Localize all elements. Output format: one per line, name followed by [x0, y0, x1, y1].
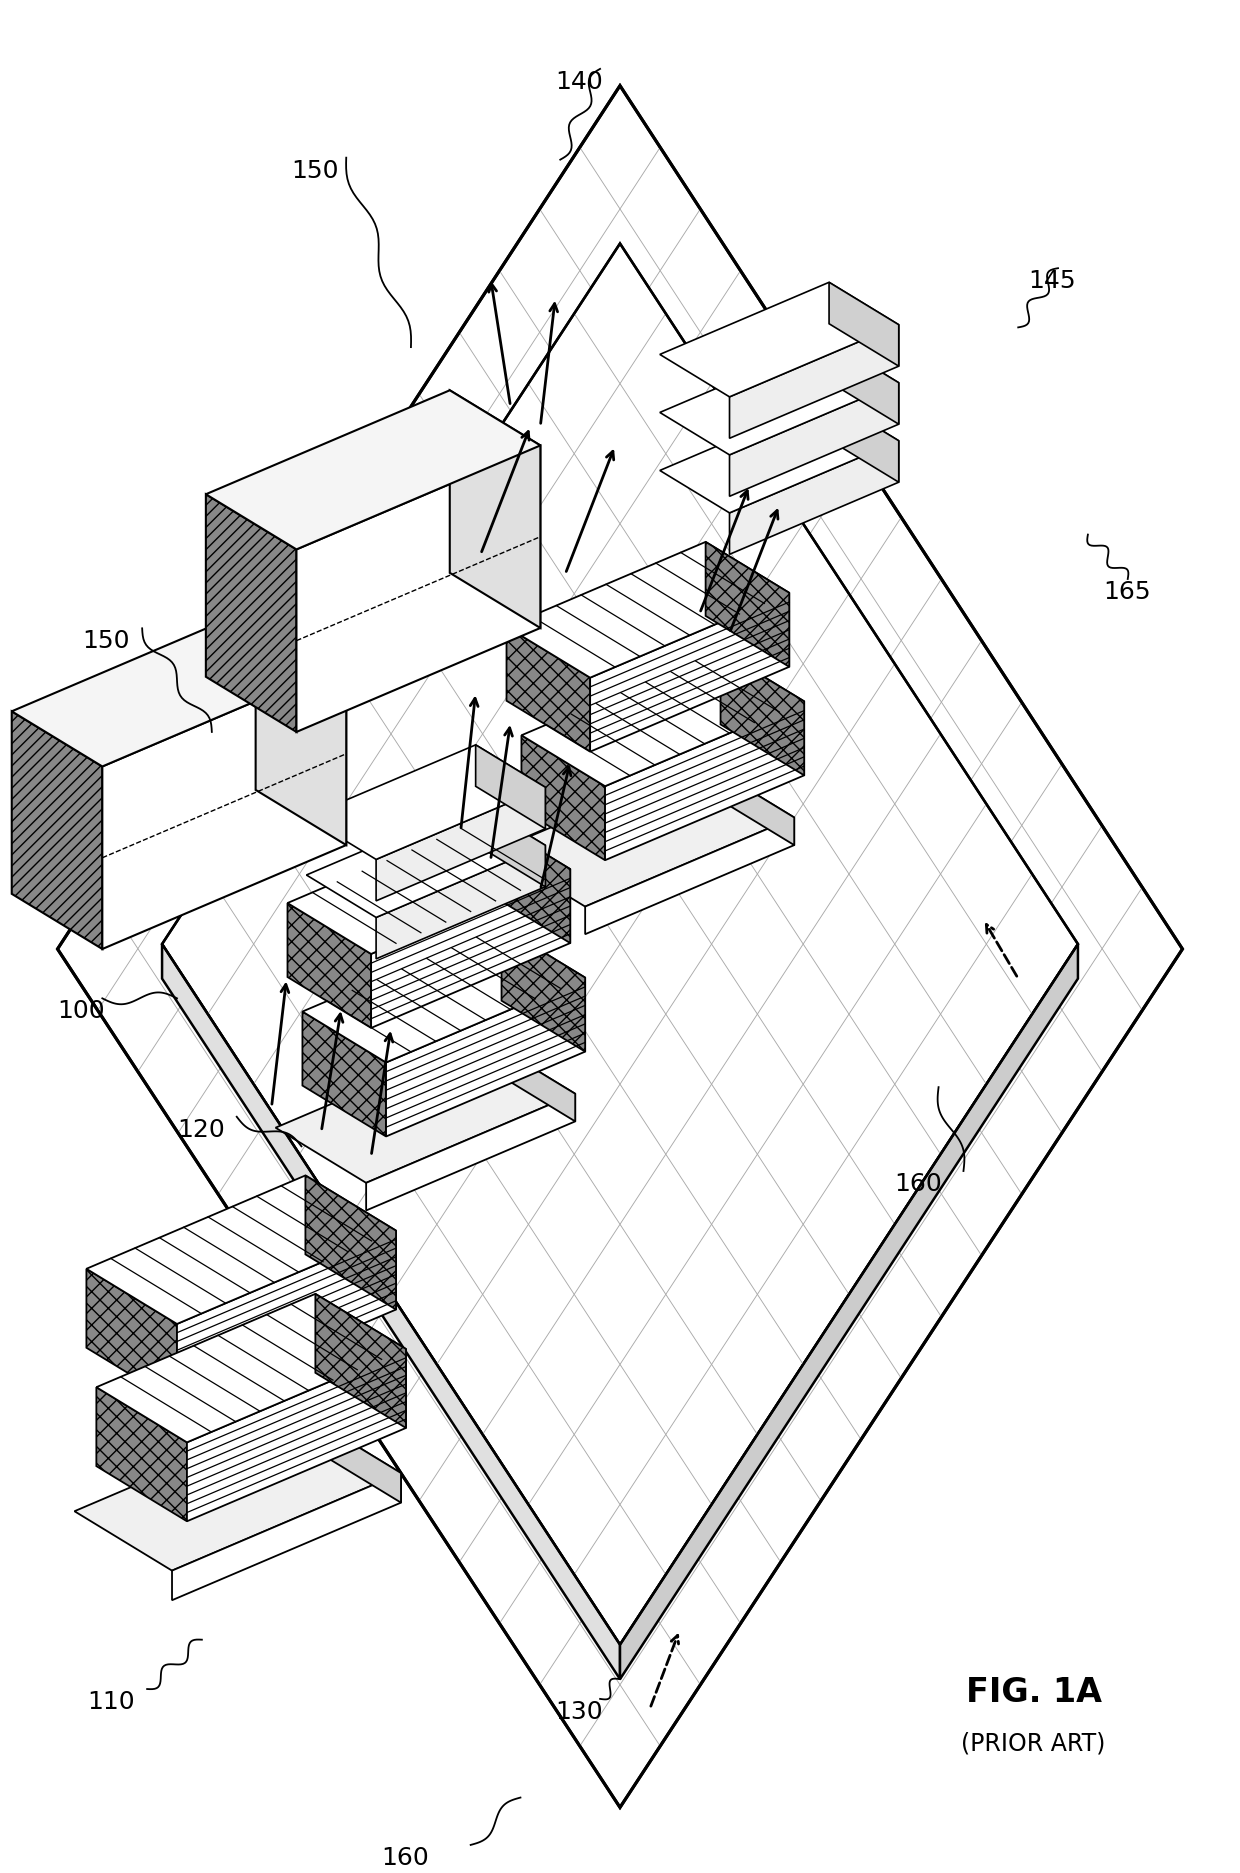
Polygon shape	[371, 869, 570, 1028]
Polygon shape	[376, 847, 546, 959]
Polygon shape	[303, 1011, 386, 1137]
Polygon shape	[720, 652, 805, 775]
Polygon shape	[495, 762, 794, 907]
Text: 130: 130	[556, 1699, 603, 1723]
Text: FIG. 1A: FIG. 1A	[966, 1674, 1101, 1708]
Polygon shape	[305, 1176, 396, 1309]
Text: 165: 165	[1102, 579, 1151, 603]
Polygon shape	[501, 927, 585, 1053]
Polygon shape	[729, 442, 899, 554]
Polygon shape	[506, 627, 590, 753]
Polygon shape	[605, 702, 805, 862]
Polygon shape	[11, 609, 346, 768]
Polygon shape	[288, 903, 371, 1028]
Polygon shape	[206, 391, 541, 551]
Polygon shape	[304, 1414, 401, 1502]
Polygon shape	[162, 944, 620, 1680]
Polygon shape	[162, 243, 1078, 1644]
Text: 160: 160	[381, 1845, 429, 1869]
Polygon shape	[522, 652, 805, 787]
Polygon shape	[476, 804, 546, 888]
Polygon shape	[366, 1094, 575, 1210]
Polygon shape	[57, 86, 1183, 1807]
Text: 150: 150	[291, 159, 339, 182]
Polygon shape	[87, 1176, 396, 1324]
Text: 150: 150	[82, 629, 130, 654]
Polygon shape	[97, 1294, 405, 1442]
Polygon shape	[275, 1040, 575, 1184]
Polygon shape	[660, 399, 899, 513]
Polygon shape	[74, 1414, 401, 1571]
Polygon shape	[306, 804, 546, 918]
Polygon shape	[87, 1270, 177, 1403]
Polygon shape	[729, 326, 899, 438]
Polygon shape	[255, 609, 346, 845]
Polygon shape	[830, 399, 899, 483]
Polygon shape	[590, 594, 789, 753]
Text: 145: 145	[1028, 270, 1076, 292]
Polygon shape	[486, 819, 570, 944]
Polygon shape	[187, 1349, 405, 1521]
Polygon shape	[703, 762, 794, 845]
Polygon shape	[303, 927, 585, 1062]
Polygon shape	[172, 1474, 401, 1600]
Polygon shape	[306, 745, 546, 860]
Text: 120: 120	[177, 1116, 224, 1141]
Polygon shape	[288, 819, 570, 955]
Polygon shape	[315, 1294, 405, 1429]
Polygon shape	[476, 745, 546, 830]
Polygon shape	[386, 978, 585, 1137]
Polygon shape	[522, 736, 605, 862]
Polygon shape	[11, 712, 103, 950]
Text: 110: 110	[87, 1689, 135, 1714]
Polygon shape	[660, 283, 899, 397]
Polygon shape	[97, 1388, 187, 1521]
Polygon shape	[450, 391, 541, 629]
Text: 160: 160	[894, 1171, 941, 1195]
Polygon shape	[830, 283, 899, 367]
Polygon shape	[376, 789, 546, 901]
Polygon shape	[729, 384, 899, 496]
Polygon shape	[830, 341, 899, 425]
Polygon shape	[706, 543, 789, 667]
Polygon shape	[660, 341, 899, 455]
Polygon shape	[103, 663, 346, 950]
Polygon shape	[485, 1040, 575, 1122]
Polygon shape	[206, 494, 296, 732]
Text: (PRIOR ART): (PRIOR ART)	[961, 1731, 1106, 1755]
Polygon shape	[296, 446, 541, 732]
Text: 140: 140	[556, 69, 603, 94]
Text: 100: 100	[57, 998, 105, 1023]
Polygon shape	[177, 1231, 396, 1403]
Polygon shape	[585, 819, 794, 935]
Polygon shape	[506, 543, 789, 678]
Polygon shape	[620, 944, 1078, 1680]
